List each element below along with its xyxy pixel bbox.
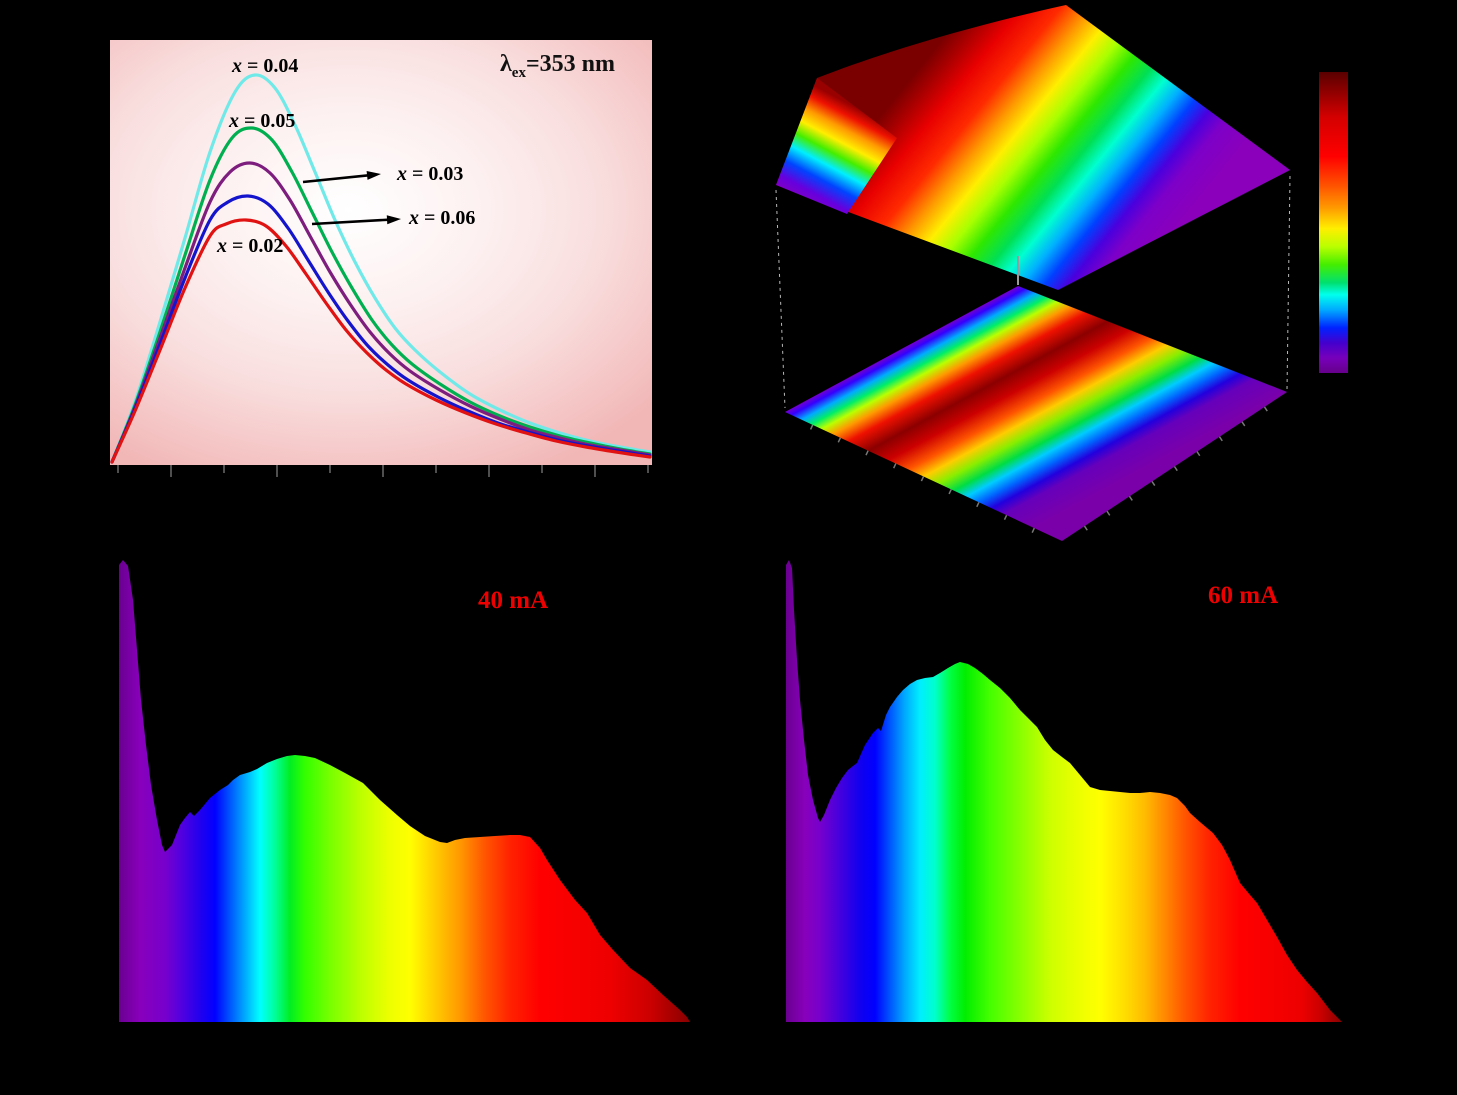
contour-axis-tick	[809, 424, 814, 430]
axis-frame-dashed-line-1	[775, 189, 786, 409]
contour-axis-tick	[1083, 525, 1088, 531]
contour-axis-tick	[948, 489, 952, 495]
surface-3d-plot	[775, 5, 1348, 541]
pl-series-annotation-1: x = 0.04	[232, 55, 299, 77]
contour-axis-tick	[1218, 436, 1223, 442]
pl-series-annotation-2: x = 0.05	[229, 110, 296, 132]
el-spectrum-60ma-plot	[786, 560, 1342, 1022]
pl-spectra-panel: x = 0.04 x = 0.05 x = 0.03 x = 0.06 x = 0.02…	[110, 40, 652, 465]
current-label-40ma: 40 mA	[478, 587, 549, 614]
excitation-wavelength-label: λex=353 nm	[500, 51, 615, 81]
projected-contour-map	[785, 286, 1287, 541]
pl-curve-1	[110, 73, 652, 464]
contour-axis-tick	[893, 463, 897, 469]
el-spectrum-fill	[119, 560, 690, 1022]
pl-curve-5	[110, 218, 652, 464]
annotation-arrow-2	[311, 218, 392, 226]
surface-3d-side-face	[776, 78, 897, 214]
pl-xaxis-ticks	[117, 465, 649, 477]
contour-axis-tick	[865, 450, 869, 456]
annotation-arrowhead-2	[386, 215, 401, 225]
contour-axis-tick	[1263, 406, 1268, 412]
contour-axis-tick	[1031, 527, 1035, 533]
pl-series-annotation-4: x = 0.06	[409, 207, 476, 229]
contour-axis-tick	[1106, 510, 1111, 516]
el-spectrum-fill	[786, 560, 1342, 1022]
intensity-colorbar	[1319, 72, 1348, 373]
el-spectrum-60ma-panel: 60 mA	[760, 550, 1457, 1050]
contour-axis-tick	[837, 437, 842, 443]
contour-axis-tick	[1241, 421, 1246, 427]
current-label-60ma: 60 mA	[1208, 582, 1279, 609]
el-spectrum-40ma-panel: 40 mA	[90, 550, 728, 1050]
surface-3d-panel	[729, 0, 1457, 547]
contour-axis-tick	[1003, 514, 1008, 521]
contour-axis-tick	[1173, 466, 1178, 472]
el-spectrum-40ma-plot	[119, 560, 690, 1022]
pl-curve-3	[110, 161, 652, 464]
contour-axis-tick	[1151, 480, 1156, 486]
annotation-arrow-1	[302, 173, 372, 184]
contour-axis-tick	[976, 501, 980, 508]
contour-axis-tick	[1128, 495, 1133, 501]
axis-frame-dashed-line-2	[1286, 175, 1291, 391]
pl-curve-2	[110, 126, 652, 464]
surface-3d-sheet	[776, 5, 1290, 290]
contour-axis-tick	[1196, 451, 1201, 457]
annotation-arrowhead-1	[366, 170, 381, 180]
pl-spectra-plot	[110, 73, 652, 464]
contour-axis-tick	[920, 476, 925, 482]
pl-series-annotation-3: x = 0.03	[397, 163, 464, 185]
pl-series-annotation-5: x = 0.02	[217, 235, 284, 257]
